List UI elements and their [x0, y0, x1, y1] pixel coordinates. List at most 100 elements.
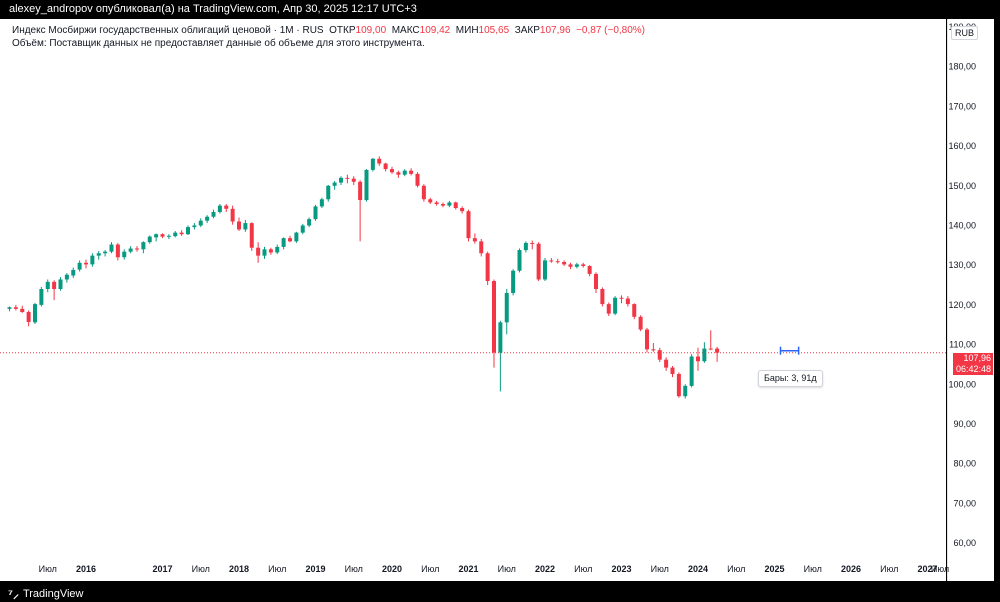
candle-body: [453, 202, 458, 208]
candle-body: [39, 289, 44, 305]
x-tick-label: Июл: [880, 564, 898, 574]
candle-body: [326, 185, 331, 200]
candle-body: [96, 253, 101, 256]
candle-body: [135, 248, 139, 250]
x-tick-label: 2020: [382, 564, 402, 574]
candle-body: [319, 199, 324, 207]
candle-body: [294, 232, 299, 242]
y-tick-label: 170,00: [948, 101, 976, 111]
candle-body: [71, 269, 76, 276]
tradingview-brand-text: TradingView: [22, 587, 84, 600]
candle-body: [84, 262, 88, 265]
candle-body: [651, 349, 656, 351]
volume-note: Объём: Поставщик данных не предоставляет…: [12, 38, 425, 49]
y-tick-label: 70,00: [953, 498, 976, 508]
candle-body: [600, 289, 605, 305]
candle-body: [555, 261, 560, 263]
x-tick-label: Июл: [574, 564, 592, 574]
last-price-tag: 107,96 06:42:48: [953, 353, 993, 375]
candle-body: [249, 223, 254, 248]
y-tick-label: 150,00: [948, 181, 976, 191]
candle-body: [676, 373, 681, 397]
x-tick-label: Июл: [498, 564, 516, 574]
candle-body: [268, 249, 273, 253]
candle-body: [645, 329, 649, 350]
candle-body: [52, 281, 57, 289]
candle-body: [364, 169, 369, 201]
low-label: МИН: [455, 25, 479, 36]
candle-body: [358, 181, 363, 201]
candle-body: [370, 158, 375, 170]
candle-body: [256, 247, 261, 256]
x-tick-label: 2024: [688, 564, 708, 574]
candle-body: [198, 220, 203, 226]
candle-body: [657, 350, 662, 360]
close-value: 107,96: [539, 25, 571, 36]
candle-body: [281, 238, 286, 247]
x-tick-label: 2018: [229, 564, 249, 574]
candle-body: [33, 304, 37, 323]
candle-body: [619, 297, 624, 299]
candle-body: [549, 260, 554, 262]
legend-ohlc-row: Индекс Мосбиржи государственных облигаци…: [12, 24, 645, 37]
y-tick-label: 180,00: [948, 62, 976, 72]
candle-body: [460, 208, 465, 212]
candle-body: [288, 238, 292, 242]
low-value: 105,65: [478, 25, 510, 36]
candle-body: [64, 274, 69, 280]
candle-body: [511, 270, 516, 293]
chart-pane[interactable]: [0, 19, 946, 581]
y-tick-label: 110,00: [949, 340, 976, 350]
candle-body: [390, 169, 394, 173]
candle-body: [115, 244, 120, 258]
candle-body: [122, 251, 127, 258]
candle-body: [530, 242, 535, 244]
candle-body: [275, 246, 280, 253]
chart-legend: Индекс Мосбиржи государственных облигаци…: [12, 24, 645, 50]
candle-body: [664, 359, 669, 368]
candle-body: [192, 225, 197, 228]
candle-body: [581, 264, 586, 266]
candle-body: [517, 250, 522, 271]
candle-body: [383, 163, 388, 170]
candle-body: [402, 170, 407, 175]
symbol-name[interactable]: Индекс Мосбиржи государственных облигаци…: [12, 25, 324, 36]
candle-body: [186, 227, 190, 235]
candle-body: [20, 308, 25, 313]
x-tick-label: 2019: [305, 564, 325, 574]
candle-body: [332, 182, 337, 186]
candle-body: [230, 208, 235, 222]
candle-body: [485, 253, 490, 282]
y-tick-label: 130,00: [948, 260, 976, 270]
candle-body: [632, 304, 637, 317]
candle-body: [300, 225, 305, 233]
candle-body: [58, 279, 63, 289]
candle-body: [109, 244, 114, 252]
candle-body: [339, 177, 343, 183]
candle-body: [492, 281, 496, 353]
x-tick-label: Июл: [727, 564, 745, 574]
x-tick-label: Июл: [39, 564, 57, 574]
candle-body: [26, 312, 31, 322]
x-tick-label: Июл: [804, 564, 822, 574]
tradingview-logo[interactable]: ⁷⸝ TradingView: [8, 585, 84, 602]
candle-body: [351, 178, 356, 182]
candle-body: [702, 348, 707, 362]
candle-body: [670, 367, 675, 374]
y-tick-label: 100,00: [948, 379, 976, 389]
candle-body: [262, 249, 267, 256]
candle-body: [237, 221, 241, 230]
candle-body: [428, 199, 433, 203]
candle-body: [683, 385, 688, 397]
currency-button[interactable]: RUB: [951, 26, 979, 40]
price-axis[interactable]: [947, 19, 994, 581]
candle-body: [345, 177, 350, 179]
candle-body: [606, 304, 611, 314]
candle-body: [625, 298, 630, 305]
candle-body: [128, 248, 133, 252]
candle-body: [696, 356, 700, 362]
candle-body: [409, 170, 414, 174]
x-tick-label: Июл: [931, 564, 949, 574]
candle-body: [689, 356, 694, 386]
x-tick-label: 2017: [152, 564, 172, 574]
